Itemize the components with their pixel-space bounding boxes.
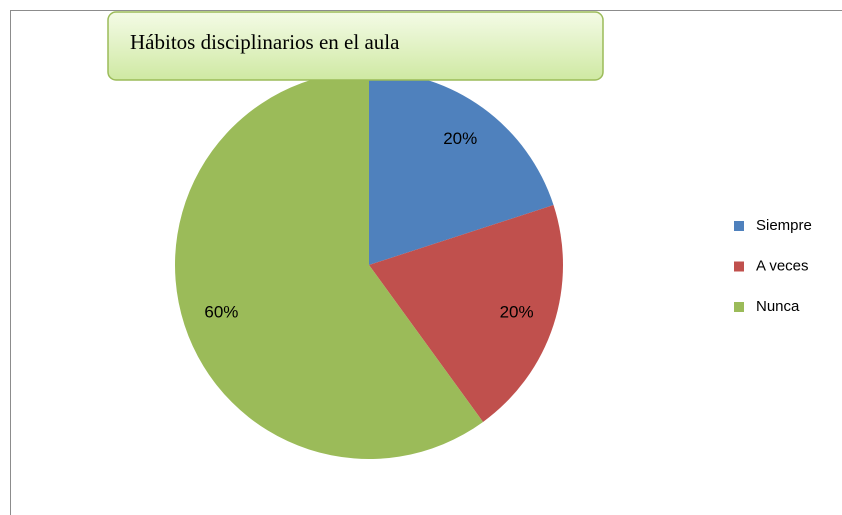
pie-slice bbox=[369, 71, 554, 265]
data-label: 20% bbox=[443, 129, 477, 148]
title-box: Hábitos disciplinarios en el aula bbox=[107, 11, 604, 81]
data-label: 60% bbox=[204, 302, 238, 321]
chart-title: Hábitos disciplinarios en el aula bbox=[130, 30, 400, 54]
legend-label: A veces bbox=[756, 257, 809, 274]
legend-label: Nunca bbox=[756, 298, 800, 315]
legend-swatch bbox=[734, 302, 744, 312]
pie: 20% 20% 60% bbox=[174, 71, 563, 460]
pie-slice bbox=[174, 71, 484, 460]
legend: Siempre A veces Nunca bbox=[734, 217, 812, 315]
legend-swatch bbox=[734, 221, 744, 231]
legend-label: Siempre bbox=[756, 217, 812, 234]
legend-swatch bbox=[734, 261, 744, 272]
pie-slice bbox=[369, 205, 563, 422]
title-background bbox=[107, 11, 604, 81]
data-label: 20% bbox=[500, 302, 534, 321]
